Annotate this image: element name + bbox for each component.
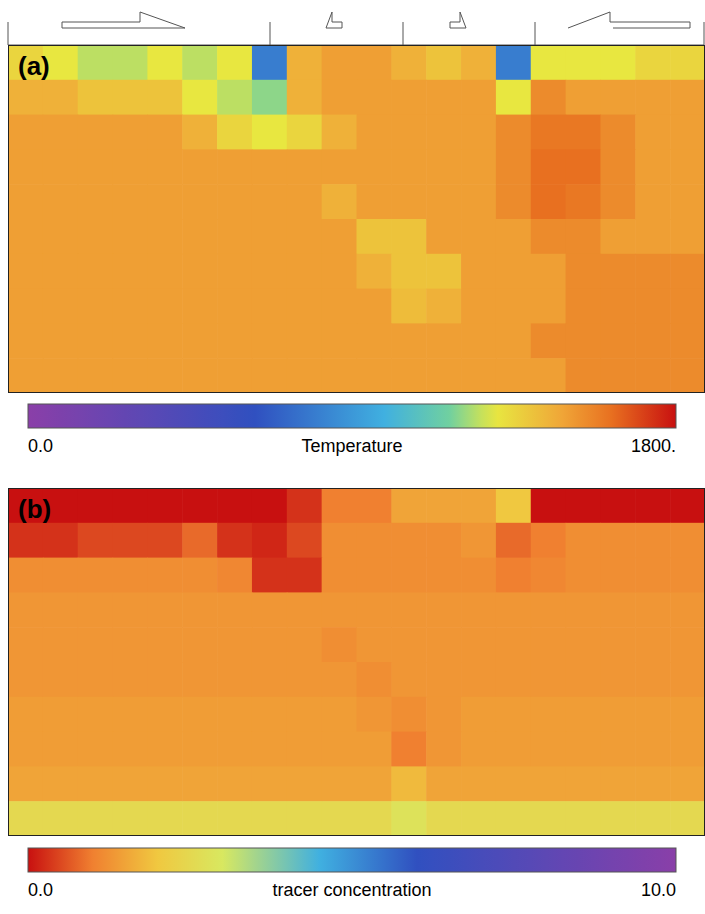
html-text:(b): (b) xyxy=(18,494,52,524)
svg-text:1800.: 1800. xyxy=(631,436,676,456)
svg-text:0.0: 0.0 xyxy=(28,880,53,900)
svg-text:0.0: 0.0 xyxy=(28,436,53,456)
svg-text:10.0: 10.0 xyxy=(641,880,676,900)
svg-text:tracer concentration: tracer concentration xyxy=(272,880,431,900)
svg-text:Temperature: Temperature xyxy=(301,436,402,456)
html-text:(a): (a) xyxy=(18,51,50,81)
